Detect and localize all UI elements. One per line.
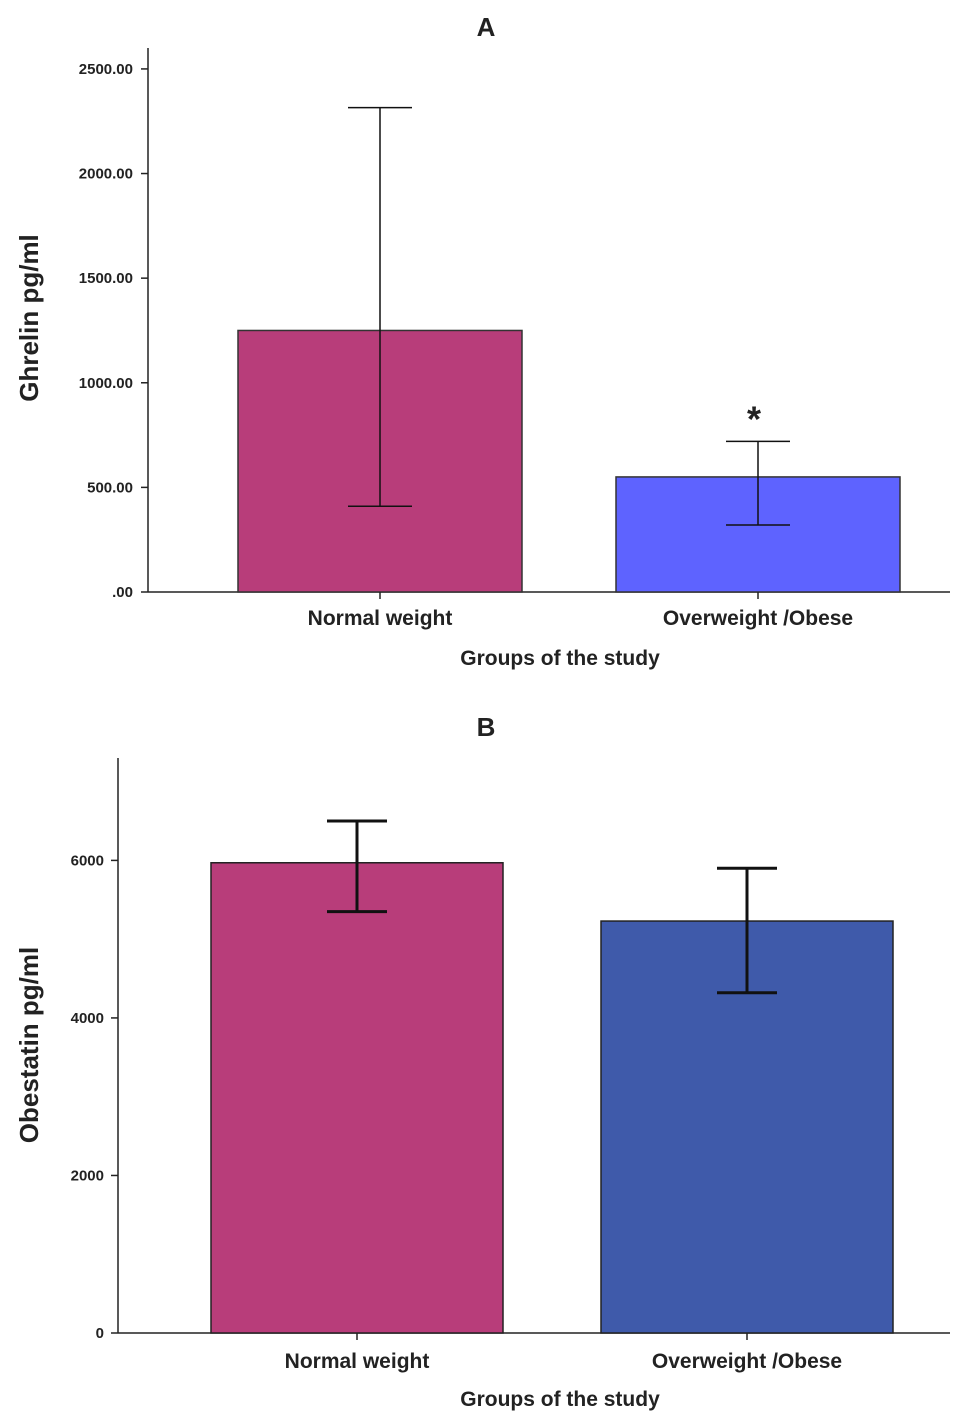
y-tick-label: 1000.00 [79,375,133,392]
y-tick-label: 4000 [71,1010,104,1027]
y-tick-label: 6000 [71,852,104,869]
x-tick-label: Normal weight [285,1350,430,1373]
x-tick-label: Overweight /Obese [652,1350,842,1373]
y-tick-label: 2000.00 [79,166,133,183]
y-tick-label: 0 [96,1325,104,1342]
y-tick-label: 2000 [71,1167,104,1184]
panel-label: B [477,712,496,742]
y-axis-title: Obestatin pg/ml [14,947,44,1143]
panel-label: A [477,12,496,42]
y-tick-label: 500.00 [87,479,133,496]
y-axis-title: Ghrelin pg/ml [14,234,44,402]
x-tick-label: Normal weight [308,607,453,630]
x-axis-title: Groups of the study [460,647,660,670]
y-tick-label: 2500.00 [79,61,133,78]
y-tick-label: .00 [112,584,133,601]
x-axis-title: Groups of the study [460,1388,660,1411]
y-tick-label: 1500.00 [79,270,133,287]
bar [210,862,504,1334]
x-tick-label: Overweight /Obese [663,607,853,630]
significance-marker: * [747,398,761,439]
